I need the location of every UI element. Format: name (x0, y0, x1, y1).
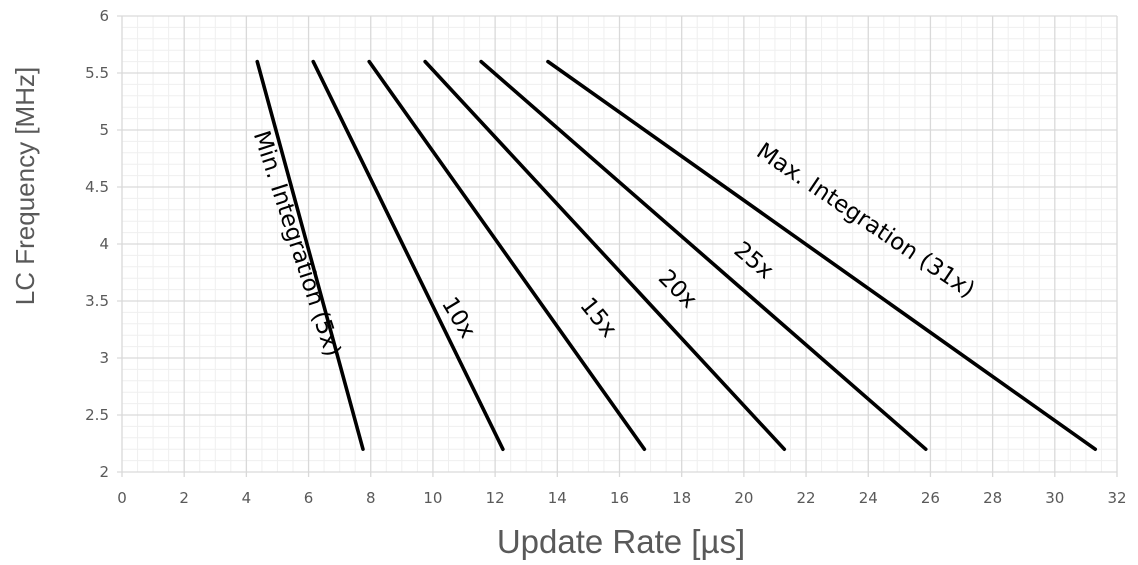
y-tick-label: 4.5 (85, 178, 109, 196)
series-line-1 (255, 59, 365, 452)
x-tick-label: 20 (734, 489, 753, 507)
series-line-3 (367, 59, 647, 452)
series-line-2 (311, 59, 505, 452)
x-tick-label: 14 (548, 489, 567, 507)
x-tick-label: 16 (610, 489, 629, 507)
x-tick-label: 28 (983, 489, 1002, 507)
x-tick-label: 0 (117, 489, 127, 507)
x-tick-label: 4 (242, 489, 252, 507)
x-tick-label: 32 (1107, 489, 1126, 507)
x-tick-label: 10 (423, 489, 442, 507)
y-tick-label: 6 (99, 7, 109, 25)
x-tick-label: 2 (179, 489, 189, 507)
y-tick-label: 3 (99, 349, 109, 367)
y-axis-title: LC Frequency [MHz] (10, 67, 40, 305)
x-axis-tick-labels: 0 2 4 6 8 10 12 14 16 18 20 22 24 26 28 30 32 (117, 489, 1126, 507)
x-tick-label: 12 (486, 489, 505, 507)
y-tick-label: 3.5 (85, 292, 109, 310)
x-tick-label: 22 (797, 489, 816, 507)
x-tick-label: 8 (366, 489, 376, 507)
y-tick-label: 2 (99, 463, 109, 481)
x-tick-label: 26 (921, 489, 940, 507)
y-tick-label: 4 (99, 235, 109, 253)
series-line-6 (546, 59, 1098, 452)
y-tick-label: 2.5 (85, 406, 109, 424)
x-tick-label: 18 (672, 489, 691, 507)
series-lines (255, 59, 1098, 452)
series-line-5 (479, 59, 928, 452)
x-tick-label: 24 (859, 489, 878, 507)
series-label-4: 20x (653, 265, 702, 314)
y-tick-label: 5.5 (85, 64, 109, 82)
x-axis-title: Update Rate [µs] (497, 523, 745, 560)
y-axis-tick-labels: 2 2.5 3 3.5 4 4.5 5 5.5 6 (85, 7, 109, 481)
y-tick-label: 5 (99, 121, 109, 139)
series-line-4 (423, 59, 787, 452)
x-tick-label: 6 (304, 489, 314, 507)
x-tick-label: 30 (1045, 489, 1064, 507)
